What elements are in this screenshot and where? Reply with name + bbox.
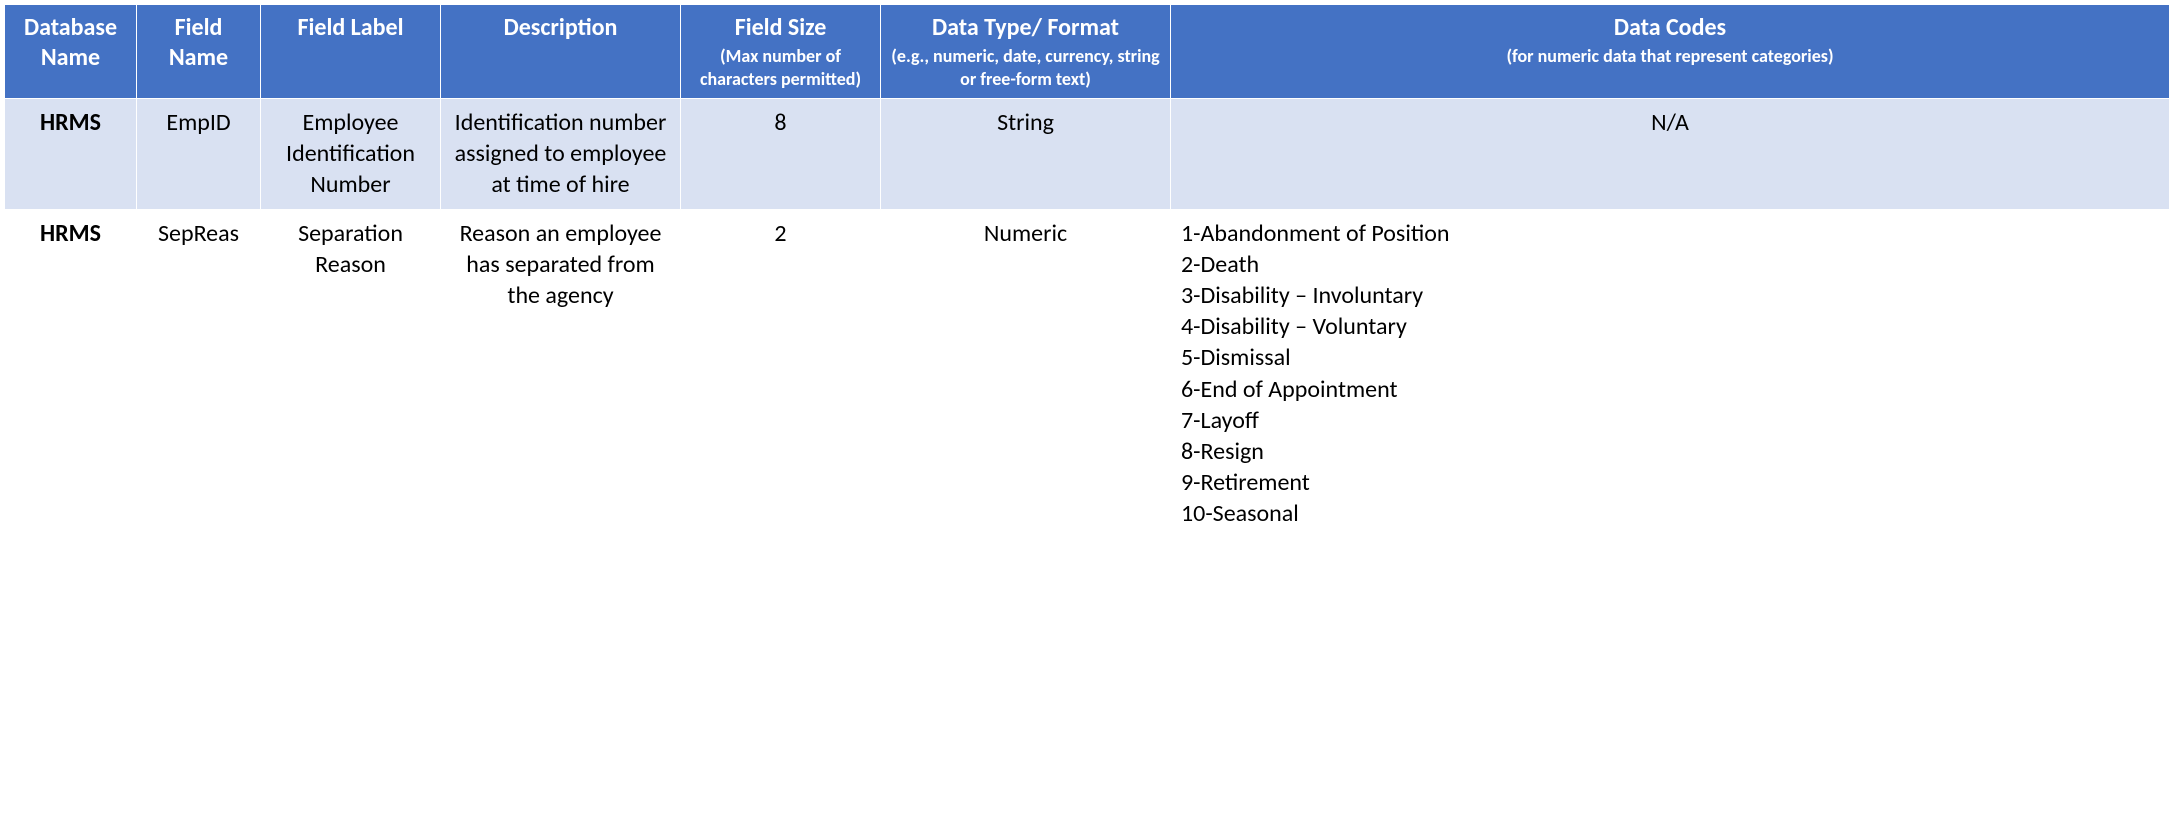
col-subtitle: (Max number of characters permitted) [691,45,870,90]
col-subtitle: (for numeric data that represent categor… [1181,45,2159,68]
col-header-field-name: Field Name [137,5,261,99]
cell-data-codes: N/A [1171,99,2170,210]
col-header-data-type: Data Type/ Format (e.g., numeric, date, … [881,5,1171,99]
cell-data-type: String [881,99,1171,210]
table-body: HRMS EmpID Employee Identification Numbe… [5,99,2170,538]
data-code-item: 2-Death [1181,249,2159,280]
col-header-field-size: Field Size (Max number of characters per… [681,5,881,99]
col-title: Description [504,13,618,42]
col-title: Field Size [735,13,827,42]
col-subtitle: (e.g., numeric, date, currency, string o… [891,45,1160,90]
cell-description: Reason an employee has separated from th… [441,209,681,538]
cell-database-name: HRMS [5,99,137,210]
cell-field-name: EmpID [137,99,261,210]
cell-field-name: SepReas [137,209,261,538]
data-code-item: 3-Disability – Involuntary [1181,280,2159,311]
col-title: Database Name [24,13,117,72]
data-code-item: 7-Layoff [1181,405,2159,436]
table-header: Database Name Field Name Field Label Des… [5,5,2170,99]
cell-field-size: 2 [681,209,881,538]
cell-data-type: Numeric [881,209,1171,538]
col-header-description: Description [441,5,681,99]
col-header-data-codes: Data Codes (for numeric data that repres… [1171,5,2170,99]
data-code-item: 8-Resign [1181,436,2159,467]
data-code-item: 1-Abandonment of Position [1181,218,2159,249]
cell-database-name: HRMS [5,209,137,538]
col-header-database-name: Database Name [5,5,137,99]
data-code-item: 6-End of Appointment [1181,374,2159,405]
data-code-item: 4-Disability – Voluntary [1181,311,2159,342]
col-title: Data Type/ Format [932,13,1119,42]
cell-field-size: 8 [681,99,881,210]
cell-description: Identification number assigned to employ… [441,99,681,210]
table-row: HRMS EmpID Employee Identification Numbe… [5,99,2170,210]
cell-field-label: Separation Reason [261,209,441,538]
col-title: Data Codes [1614,13,1726,42]
col-title: Field Name [169,13,228,72]
col-header-field-label: Field Label [261,5,441,99]
table-row: HRMS SepReas Separation Reason Reason an… [5,209,2170,538]
data-code-item: 9-Retirement [1181,467,2159,498]
data-dictionary-table: Database Name Field Name Field Label Des… [4,4,2170,538]
cell-data-codes: 1-Abandonment of Position 2-Death 3-Disa… [1171,209,2170,538]
data-code-item: 10-Seasonal [1181,498,2159,529]
data-code-item: 5-Dismissal [1181,342,2159,373]
cell-field-label: Employee Identification Number [261,99,441,210]
col-title: Field Label [297,13,403,42]
